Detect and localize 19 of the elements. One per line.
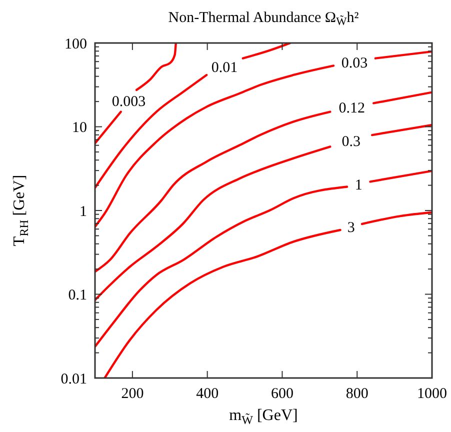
x-tick-label: 200 — [121, 386, 144, 402]
series-label: 3 — [347, 220, 355, 236]
series-label: 0.01 — [211, 60, 238, 76]
x-tick-label: 800 — [346, 386, 368, 402]
y-tick-label: 10 — [72, 120, 87, 136]
y-tick-label: 1 — [80, 204, 87, 220]
series-label: 0.003 — [112, 94, 146, 110]
series-label: 0.03 — [341, 55, 368, 72]
series-label: 0.12 — [338, 100, 365, 117]
y-tick-label: 0.1 — [68, 288, 87, 304]
x-tick-label: 1000 — [417, 386, 447, 402]
x-axis-title: m$_{W̃}$ [GeV] — [229, 407, 298, 427]
series-label: 1 — [354, 177, 362, 194]
y-tick-label: 100 — [64, 36, 87, 52]
x-tick-label: 600 — [270, 386, 294, 402]
series-label: 0.3 — [342, 134, 360, 150]
y-tick-label: 0.01 — [60, 371, 87, 388]
chart-title: Non-Thermal Abundance Ω$_{W̃}$h² — [168, 10, 360, 28]
x-tick-label: 400 — [196, 386, 219, 402]
